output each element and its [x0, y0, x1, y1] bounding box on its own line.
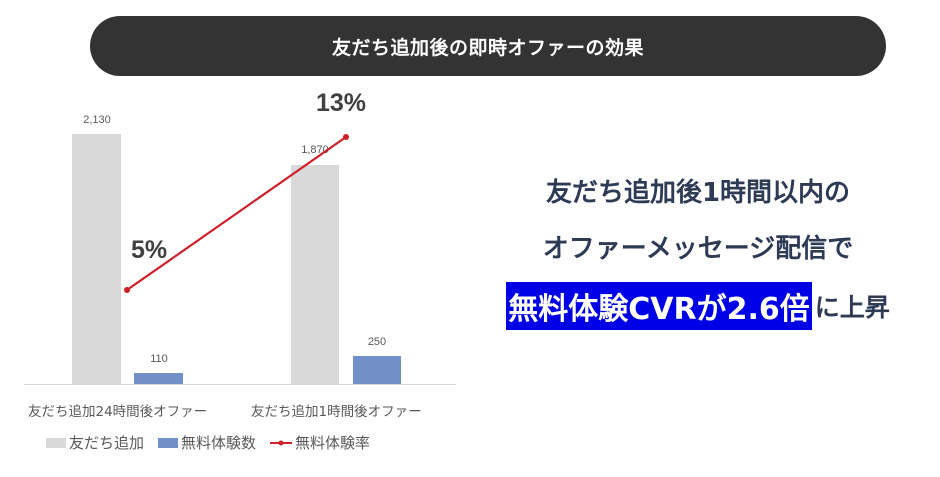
bar-value-label: 2,130 — [83, 114, 111, 126]
bar-friends-added-1h — [291, 165, 339, 384]
legend-label: 無料体験数 — [181, 434, 257, 452]
legend-swatch-gray — [46, 437, 66, 448]
rate-line — [124, 134, 349, 293]
chart-legend: 友だち追加 無料体験数 無料体験率 — [46, 432, 370, 453]
x-axis-line — [24, 384, 456, 385]
bar-value-label: 250 — [367, 336, 387, 348]
message-line-3: 無料体験CVRが2.6倍 に上昇 — [462, 282, 934, 330]
bar-trials-24h — [134, 373, 183, 384]
page-title: 友だち追加後の即時オファーの効果 — [331, 36, 644, 59]
legend-item-trials: 無料体験数 — [158, 432, 256, 453]
rate-label-24h: 5% — [131, 236, 168, 264]
legend-item-friends: 友だち追加 — [46, 432, 144, 453]
legend-swatch-blue — [158, 437, 179, 448]
legend-label: 無料体験率 — [295, 434, 371, 452]
message-line-2: オファーメッセージ配信で — [542, 234, 854, 264]
title-banner: 友だち追加後の即時オファーの効果 — [90, 16, 886, 76]
highlight-cvr: 無料体験CVRが2.6倍 — [506, 282, 812, 330]
rate-label-1h: 13% — [316, 89, 367, 117]
legend-line-marker-icon — [270, 440, 293, 445]
x-tick-label: 友だち追加1時間後オファー — [251, 404, 422, 420]
message-tail: に上昇 — [814, 293, 890, 322]
bar-value-label: 110 — [150, 353, 168, 365]
legend-label: 友だち追加 — [69, 434, 145, 452]
x-tick-label: 友だち追加24時間後オファー — [28, 404, 208, 420]
bar-trials-1h — [353, 356, 401, 384]
bar-friends-added-24h — [72, 134, 121, 384]
message-line-1: 友だち追加後1時間以内の — [545, 178, 851, 208]
combo-chart: 2,130 110 1,870 250 5% 13% 友だち追加24時間後オファ… — [24, 89, 456, 453]
legend-item-rate: 無料体験率 — [270, 432, 370, 453]
